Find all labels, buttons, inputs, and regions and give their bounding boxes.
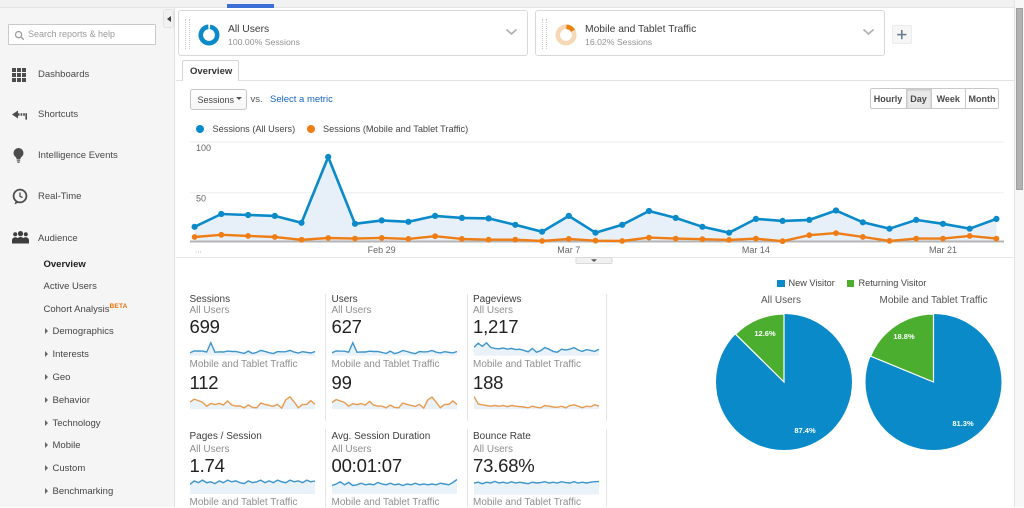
svg-text:Feb 29: Feb 29 xyxy=(368,245,396,255)
svg-text:100: 100 xyxy=(196,143,211,153)
svg-text:50: 50 xyxy=(196,194,206,204)
svg-text:Mar 14: Mar 14 xyxy=(742,245,770,255)
svg-text:Mar 21: Mar 21 xyxy=(929,245,957,255)
svg-text:...: ... xyxy=(195,246,202,255)
svg-text:Mar 7: Mar 7 xyxy=(557,245,580,255)
